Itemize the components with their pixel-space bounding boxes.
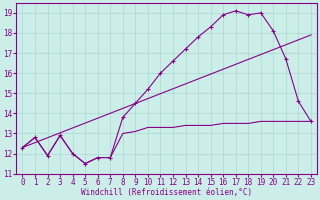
X-axis label: Windchill (Refroidissement éolien,°C): Windchill (Refroidissement éolien,°C): [81, 188, 252, 197]
